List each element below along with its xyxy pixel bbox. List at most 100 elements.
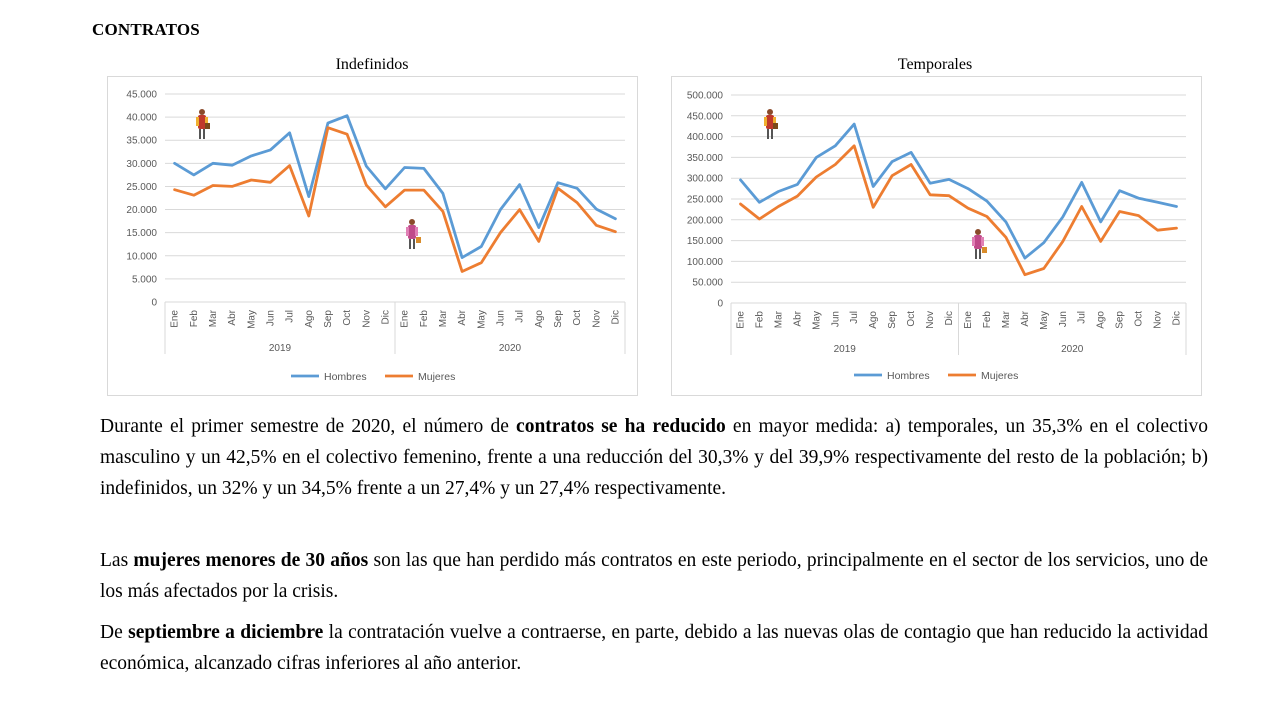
y-tick-label: 20.000 bbox=[126, 205, 157, 216]
x-tick-label: Feb bbox=[982, 311, 993, 329]
x-tick-label: Mar bbox=[1001, 310, 1012, 328]
series-line-mujeres bbox=[739, 144, 1178, 277]
x-tick-label: Ago bbox=[304, 310, 315, 328]
x-tick-label: Mar bbox=[773, 310, 784, 328]
series-line-hombres bbox=[739, 122, 1178, 260]
x-tick-label: Feb bbox=[419, 310, 430, 328]
female-figure-icon bbox=[972, 229, 987, 259]
x-tick-label: Dic bbox=[380, 310, 391, 324]
year-group-label: 2019 bbox=[269, 343, 292, 354]
x-tick-label: Nov bbox=[1153, 311, 1164, 329]
x-tick-label: Feb bbox=[189, 310, 200, 328]
x-tick-label: Sep bbox=[1115, 311, 1126, 329]
x-tick-label: Jul bbox=[285, 310, 296, 323]
legend-label-mujeres: Mujeres bbox=[418, 371, 455, 383]
x-tick-label: Mar bbox=[438, 309, 449, 327]
x-tick-label: Nov bbox=[591, 310, 602, 328]
p3-text-c: la contratación vuelve a contraerse, en … bbox=[100, 622, 1208, 674]
y-tick-label: 50.000 bbox=[692, 278, 723, 289]
x-tick-label: Jun bbox=[265, 310, 276, 326]
x-tick-label: Sep bbox=[323, 310, 334, 328]
x-tick-label: Nov bbox=[361, 310, 372, 328]
x-tick-label: Ene bbox=[963, 311, 974, 329]
y-tick-label: 0 bbox=[151, 298, 157, 309]
y-tick-label: 200.000 bbox=[687, 215, 724, 226]
y-tick-label: 45.000 bbox=[126, 90, 157, 101]
page-title: CONTRATOS bbox=[92, 20, 200, 39]
y-tick-label: 30.000 bbox=[126, 159, 157, 170]
y-tick-label: 500.000 bbox=[687, 91, 724, 102]
chart-temporales-svg: 0 50.000 100.000 150.000 200.000 250.000 300.0… bbox=[687, 91, 1187, 382]
x-tick-label: Abr bbox=[457, 309, 468, 325]
chart-indefinidos: 0 5.000 10.000 15.000 20.000 25.000 30.000 35.0… bbox=[107, 76, 638, 396]
year-group-label: 2020 bbox=[499, 343, 522, 354]
series-line-mujeres bbox=[173, 126, 617, 273]
x-tick-label: Jun bbox=[1058, 311, 1069, 327]
x-tick-label: Ene bbox=[400, 310, 411, 328]
x-tick-label: Mar bbox=[208, 309, 219, 327]
x-tick-label: Jul bbox=[515, 310, 526, 323]
paragraph-2: Las mujeres menores de 30 años son las q… bbox=[100, 545, 1208, 607]
chart-temporales: 0 50.000 100.000 150.000 200.000 250.000 300.0… bbox=[671, 76, 1202, 396]
p1-text-a: Durante el primer semestre de 2020, el n… bbox=[100, 416, 517, 437]
x-tick-label: Ene bbox=[735, 311, 746, 329]
chart-title-indefinidos: Indefinidos bbox=[335, 56, 409, 73]
x-tick-label: Dic bbox=[1172, 311, 1183, 325]
y-tick-label: 25.000 bbox=[126, 182, 157, 193]
chart-title-temporales: Temporales bbox=[897, 56, 973, 73]
x-tick-label: Oct bbox=[1134, 311, 1145, 327]
legend-label-hombres: Hombres bbox=[887, 370, 930, 382]
x-tick-label: Oct bbox=[906, 311, 917, 327]
x-tick-label: Nov bbox=[925, 311, 936, 329]
y-tick-label: 100.000 bbox=[687, 257, 724, 268]
x-tick-label: Jun bbox=[495, 310, 506, 326]
p1-text-c: en mayor medida: a) temporales, un 35,3%… bbox=[100, 416, 1208, 499]
female-figure-icon bbox=[406, 219, 421, 249]
x-tick-label: Ene bbox=[170, 310, 181, 328]
p2-bold: mujeres menores de 30 años bbox=[133, 550, 369, 571]
x-tick-label: Feb bbox=[754, 311, 765, 329]
legend-label-hombres: Hombres bbox=[324, 371, 367, 383]
y-tick-label: 350.000 bbox=[687, 153, 724, 164]
x-tick-label: Jul bbox=[849, 311, 860, 324]
y-tick-label: 35.000 bbox=[126, 136, 157, 147]
year-group-label: 2019 bbox=[834, 344, 857, 355]
x-tick-label: Ago bbox=[1096, 311, 1107, 329]
x-tick-label: Abr bbox=[792, 310, 803, 326]
p3-text-a: De bbox=[100, 622, 129, 643]
legend-label-mujeres: Mujeres bbox=[981, 370, 1018, 382]
p2-text-c: son las que han perdido más contratos en… bbox=[100, 550, 1208, 602]
series-line-hombres bbox=[173, 114, 617, 260]
male-figure-icon bbox=[196, 109, 210, 139]
chart-indefinidos-svg: 0 5.000 10.000 15.000 20.000 25.000 30.000 35.0… bbox=[126, 90, 626, 383]
x-tick-label: Jun bbox=[830, 311, 841, 327]
x-tick-label: Sep bbox=[887, 311, 898, 329]
x-tick-label: Ago bbox=[868, 311, 879, 329]
y-tick-label: 10.000 bbox=[126, 251, 157, 262]
x-tick-label: May bbox=[1039, 311, 1050, 330]
x-tick-label: Ago bbox=[534, 310, 545, 328]
x-tick-label: Abr bbox=[1020, 310, 1031, 326]
x-tick-label: May bbox=[476, 310, 487, 329]
x-tick-label: Dic bbox=[944, 311, 955, 325]
x-tick-label: Abr bbox=[227, 309, 238, 325]
x-tick-label: Jul bbox=[1077, 311, 1088, 324]
y-tick-label: 300.000 bbox=[687, 174, 724, 185]
y-tick-label: 450.000 bbox=[687, 111, 724, 122]
y-tick-label: 5.000 bbox=[132, 274, 157, 285]
y-tick-label: 0 bbox=[717, 299, 723, 310]
y-tick-label: 150.000 bbox=[687, 236, 724, 247]
y-tick-label: 40.000 bbox=[126, 113, 157, 124]
male-figure-icon bbox=[764, 109, 778, 139]
x-tick-label: Dic bbox=[610, 310, 621, 324]
x-tick-label: May bbox=[246, 310, 257, 329]
y-tick-label: 250.000 bbox=[687, 195, 724, 206]
paragraph-1: Durante el primer semestre de 2020, el n… bbox=[100, 411, 1208, 504]
p2-text-a: Las bbox=[100, 550, 134, 571]
x-tick-label: Sep bbox=[553, 310, 564, 328]
x-tick-label: Oct bbox=[572, 310, 583, 326]
year-group-label: 2020 bbox=[1061, 344, 1084, 355]
p1-bold: contratos se ha reducido bbox=[516, 416, 726, 437]
p3-bold: septiembre a diciembre bbox=[128, 622, 324, 643]
y-tick-label: 15.000 bbox=[126, 228, 157, 239]
